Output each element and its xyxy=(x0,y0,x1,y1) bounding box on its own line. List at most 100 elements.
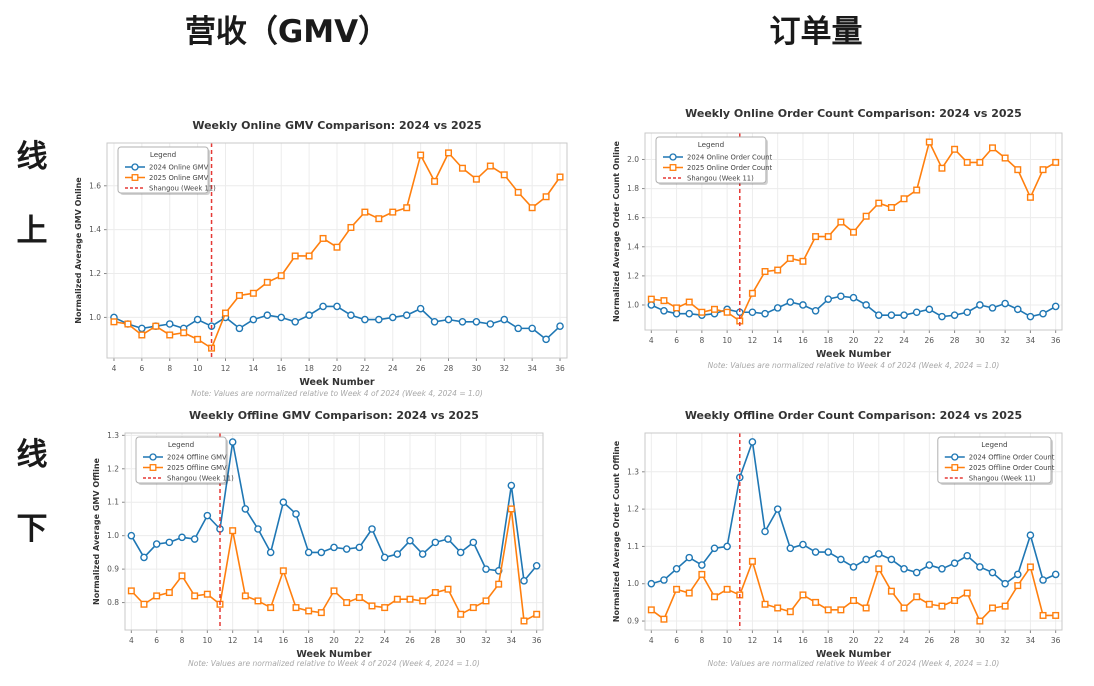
svg-text:30: 30 xyxy=(472,364,482,373)
legend-item-label: 2024 Offline GMV xyxy=(167,453,227,461)
svg-text:14: 14 xyxy=(253,636,263,645)
svg-text:4: 4 xyxy=(649,636,654,645)
svg-text:16: 16 xyxy=(798,636,808,645)
svg-text:1.0: 1.0 xyxy=(89,313,101,322)
svg-text:0.9: 0.9 xyxy=(107,565,119,574)
chart-title: Weekly Offline Order Count Comparison: 2… xyxy=(685,409,1022,422)
series-2024-online-order-count xyxy=(647,292,1060,321)
svg-text:1.0: 1.0 xyxy=(627,579,639,588)
svg-text:22: 22 xyxy=(874,336,884,345)
x-axis-label: Week Number xyxy=(299,377,375,388)
legend-item-label: 2024 Offline Order Count xyxy=(969,453,1055,461)
svg-text:2.0: 2.0 xyxy=(627,155,639,164)
svg-text:26: 26 xyxy=(925,336,935,345)
svg-text:24: 24 xyxy=(380,636,390,645)
legend-title: Legend xyxy=(981,440,1007,449)
svg-text:4: 4 xyxy=(649,336,654,345)
svg-text:4: 4 xyxy=(129,636,134,645)
series-2024-offline-order-count xyxy=(647,438,1060,588)
svg-text:30: 30 xyxy=(456,636,466,645)
svg-text:1.6: 1.6 xyxy=(627,213,639,222)
legend-title: Legend xyxy=(150,150,176,159)
series-2024-offline-gmv xyxy=(127,438,541,585)
svg-text:28: 28 xyxy=(444,364,454,373)
svg-text:28: 28 xyxy=(950,336,960,345)
svg-text:4: 4 xyxy=(112,364,117,373)
x-axis-label: Week Number xyxy=(296,649,372,660)
svg-text:24: 24 xyxy=(899,336,909,345)
svg-text:1.0: 1.0 xyxy=(107,531,119,540)
svg-text:18: 18 xyxy=(304,364,314,373)
svg-text:16: 16 xyxy=(276,364,286,373)
legend-item-label: 2025 Online GMV xyxy=(149,174,209,182)
svg-text:14: 14 xyxy=(249,364,259,373)
svg-text:24: 24 xyxy=(388,364,398,373)
svg-text:22: 22 xyxy=(360,364,370,373)
series-2025-offline-gmv xyxy=(127,505,541,625)
svg-text:1.3: 1.3 xyxy=(627,467,639,476)
svg-text:1.3: 1.3 xyxy=(107,431,119,440)
chart-weekly-offline-gmv: Weekly Offline GMV Comparison: 2024 vs 2… xyxy=(68,402,592,678)
svg-text:8: 8 xyxy=(699,336,704,345)
svg-text:10: 10 xyxy=(193,364,203,373)
svg-text:22: 22 xyxy=(874,636,884,645)
legend-title: Legend xyxy=(168,440,194,449)
legend-item-label: Shangou (Week 11) xyxy=(149,184,216,192)
svg-text:1.1: 1.1 xyxy=(627,542,639,551)
column-header-order-volume: 订单量 xyxy=(769,14,863,50)
column-header-gmv: 营收（GMV） xyxy=(184,14,390,50)
svg-text:20: 20 xyxy=(332,364,342,373)
chart-note: Note: Values are normalized relative to … xyxy=(708,361,1000,370)
chart-note: Note: Values are normalized relative to … xyxy=(708,659,1000,668)
svg-text:18: 18 xyxy=(304,636,314,645)
svg-text:1.6: 1.6 xyxy=(89,181,101,190)
series-2024-online-gmv xyxy=(110,302,564,344)
svg-text:30: 30 xyxy=(975,636,985,645)
svg-text:1.2: 1.2 xyxy=(627,505,639,514)
weekly-online-order-count-svg: Weekly Online Order Count Comparison: 20… xyxy=(612,107,1063,370)
svg-text:28: 28 xyxy=(950,636,960,645)
weekly-online-gmv-svg: Weekly Online GMV Comparison: 2024 vs 20… xyxy=(74,119,568,398)
svg-text:34: 34 xyxy=(1026,636,1036,645)
svg-text:14: 14 xyxy=(773,336,783,345)
svg-text:6: 6 xyxy=(674,636,679,645)
svg-text:32: 32 xyxy=(481,636,491,645)
svg-text:1.2: 1.2 xyxy=(89,269,101,278)
svg-text:12: 12 xyxy=(228,636,238,645)
svg-text:24: 24 xyxy=(899,636,909,645)
svg-text:1.4: 1.4 xyxy=(627,242,639,251)
svg-text:12: 12 xyxy=(221,364,231,373)
svg-text:32: 32 xyxy=(1000,336,1010,345)
svg-text:1.2: 1.2 xyxy=(627,271,639,280)
legend-item-label: 2025 Offline GMV xyxy=(167,464,227,472)
chart-title: Weekly Offline GMV Comparison: 2024 vs 2… xyxy=(189,409,479,422)
x-axis-label: Week Number xyxy=(816,349,892,360)
chart-note: Note: Values are normalized relative to … xyxy=(191,389,483,398)
y-axis-label: Normalized Average GMV Online xyxy=(74,177,83,324)
svg-text:34: 34 xyxy=(1026,336,1036,345)
svg-text:8: 8 xyxy=(167,364,172,373)
legend-item-label: 2025 Offline Order Count xyxy=(969,464,1055,472)
svg-text:26: 26 xyxy=(416,364,426,373)
svg-text:20: 20 xyxy=(849,636,859,645)
series-2025-online-gmv xyxy=(110,149,564,352)
svg-text:1.1: 1.1 xyxy=(107,498,119,507)
y-axis-label: Normalized Average Order Count Offline xyxy=(612,440,621,622)
legend: Legend 2024 Offline Order Count 2025 Offli… xyxy=(937,436,1055,485)
legend-item-label: Shangou (Week 11) xyxy=(687,174,754,182)
svg-text:6: 6 xyxy=(139,364,144,373)
svg-text:20: 20 xyxy=(329,636,339,645)
legend-item-label: 2025 Online Order Count xyxy=(687,164,773,172)
axis-ticks: 4 6 8 10 12 14 16 18 20 22 24 26 28 30 32 34 36 1.0 1.2 1.4… xyxy=(89,181,565,373)
svg-text:16: 16 xyxy=(798,336,808,345)
row-header-offline: 线下 xyxy=(16,437,48,547)
svg-text:6: 6 xyxy=(674,336,679,345)
series-2025-offline-order-count xyxy=(647,557,1060,625)
svg-text:10: 10 xyxy=(203,636,213,645)
svg-text:36: 36 xyxy=(555,364,565,373)
svg-text:36: 36 xyxy=(532,636,542,645)
svg-text:12: 12 xyxy=(748,336,758,345)
legend-item-label: Shangou (Week 11) xyxy=(167,474,234,482)
chart-title: Weekly Online Order Count Comparison: 20… xyxy=(685,107,1022,120)
svg-text:1.4: 1.4 xyxy=(89,225,101,234)
